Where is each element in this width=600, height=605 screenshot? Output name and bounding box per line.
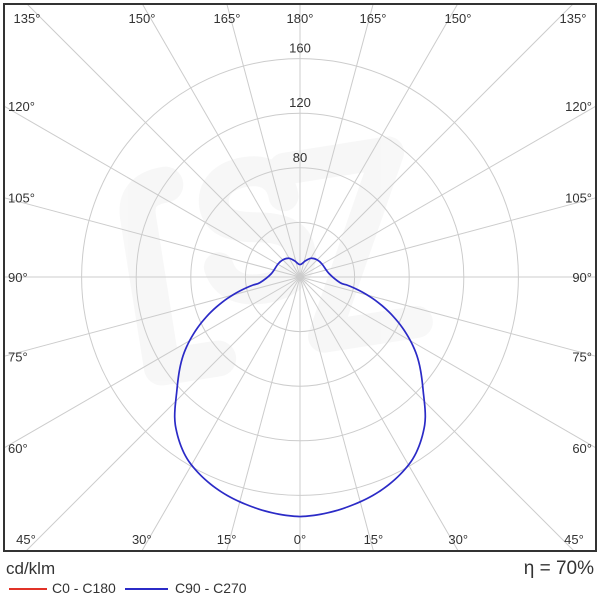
svg-text:cd/klm: cd/klm [6, 559, 55, 578]
svg-text:120°: 120° [8, 99, 35, 114]
svg-text:C90 - C270: C90 - C270 [175, 580, 247, 596]
svg-text:135°: 135° [560, 11, 587, 26]
svg-text:60°: 60° [8, 441, 28, 456]
svg-text:180°: 180° [287, 11, 314, 26]
svg-text:0°: 0° [294, 532, 306, 547]
svg-text:120: 120 [289, 95, 311, 110]
svg-text:150°: 150° [129, 11, 156, 26]
svg-text:90°: 90° [8, 270, 28, 285]
svg-text:45°: 45° [16, 532, 36, 547]
svg-text:45°: 45° [564, 532, 584, 547]
svg-text:15°: 15° [364, 532, 384, 547]
svg-text:160: 160 [289, 41, 311, 56]
svg-text:30°: 30° [132, 532, 152, 547]
svg-text:90°: 90° [572, 270, 592, 285]
svg-text:80: 80 [293, 150, 307, 165]
svg-text:C0 - C180: C0 - C180 [52, 580, 116, 596]
svg-text:75°: 75° [572, 349, 592, 364]
svg-text:15°: 15° [217, 532, 237, 547]
svg-text:150°: 150° [445, 11, 472, 26]
svg-text:75°: 75° [8, 349, 28, 364]
svg-text:135°: 135° [14, 11, 41, 26]
svg-text:105°: 105° [565, 191, 592, 206]
svg-text:165°: 165° [360, 11, 387, 26]
svg-text:165°: 165° [214, 11, 241, 26]
svg-text:60°: 60° [572, 441, 592, 456]
svg-text:105°: 105° [8, 191, 35, 206]
svg-text:120°: 120° [565, 99, 592, 114]
svg-text:30°: 30° [448, 532, 468, 547]
svg-text:η = 70%: η = 70% [524, 558, 594, 579]
